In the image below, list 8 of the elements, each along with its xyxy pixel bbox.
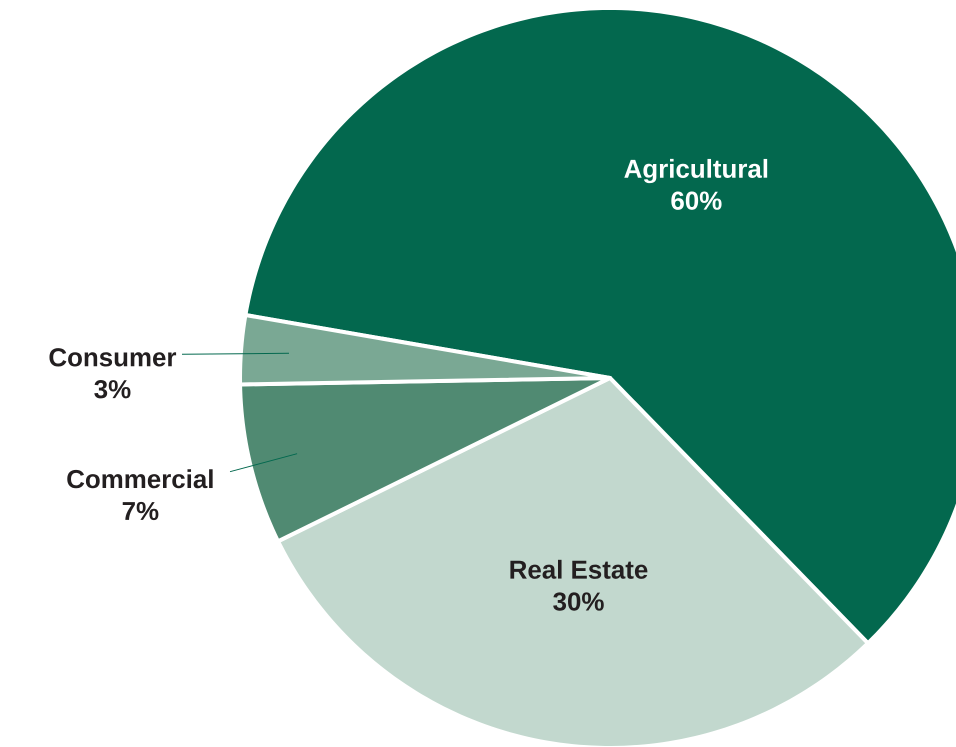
data-label: 7% xyxy=(122,502,158,520)
data-label: 60% xyxy=(671,191,722,210)
data-label: 30% xyxy=(553,592,604,611)
data-label: 3% xyxy=(94,380,130,398)
slice-label: Consumer xyxy=(49,348,176,366)
slice-label: Real Estate xyxy=(510,560,648,579)
slice-label: Commercial xyxy=(67,469,213,488)
slice-label: Agricultural xyxy=(624,158,768,184)
